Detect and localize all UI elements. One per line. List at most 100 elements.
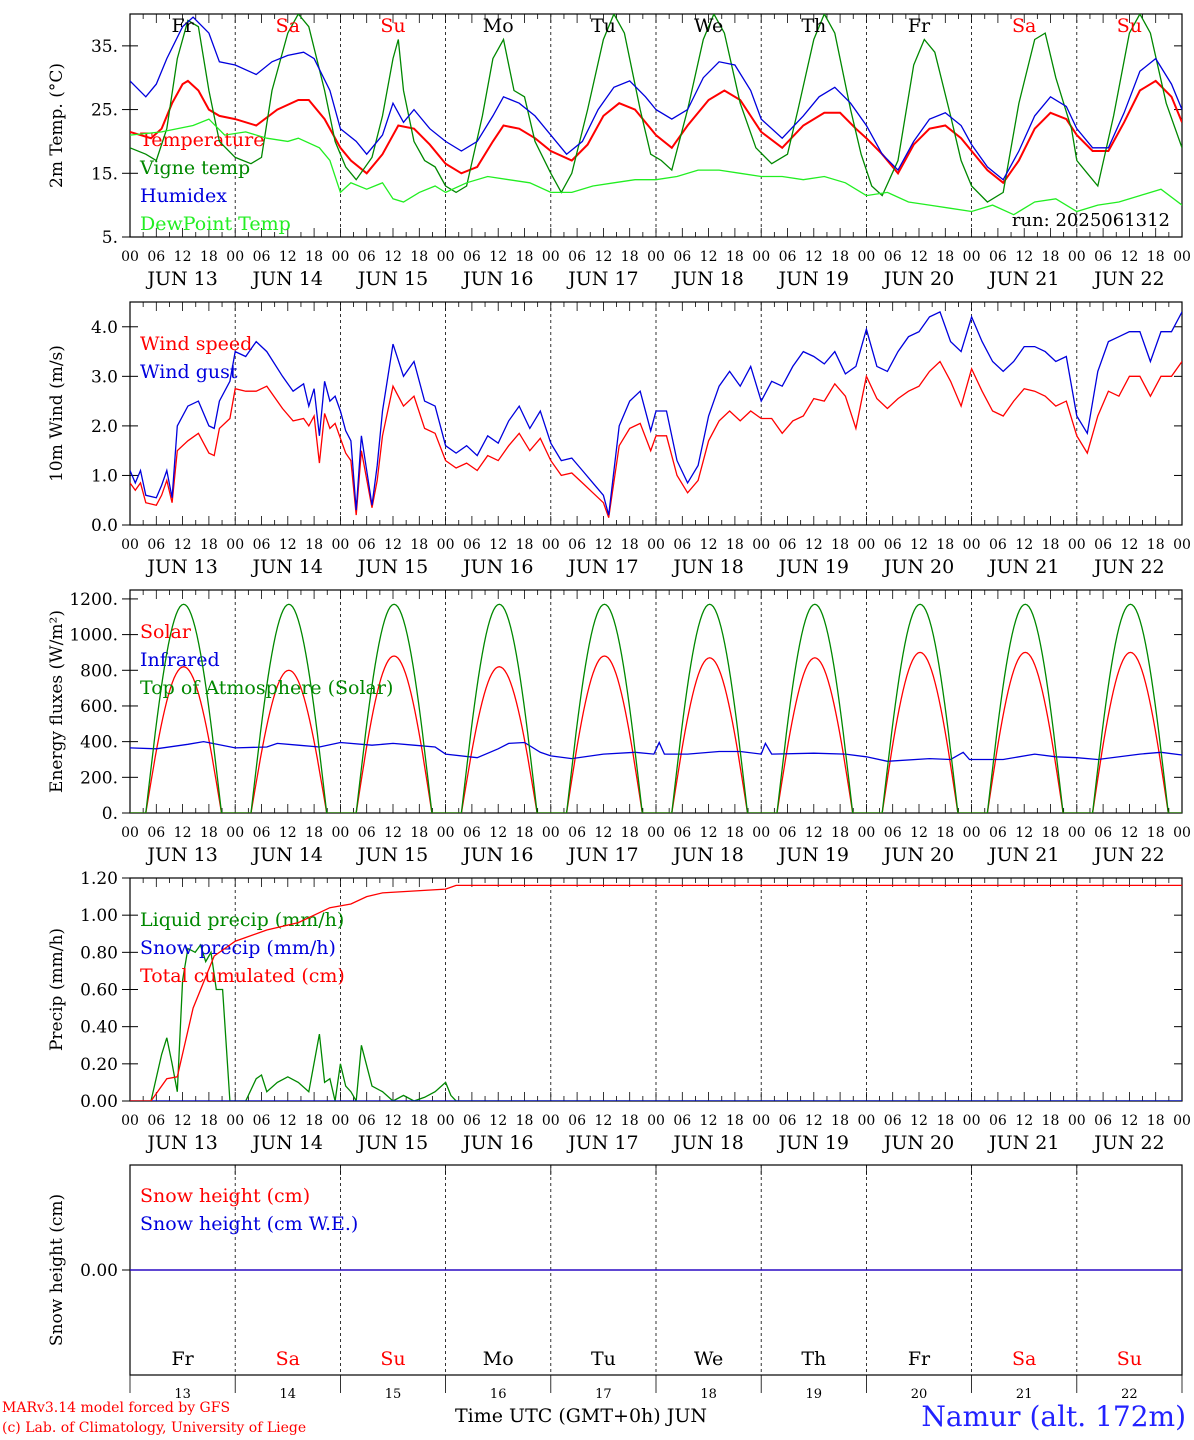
x-hour-label: 18: [305, 249, 323, 265]
x-hour-label: 12: [700, 537, 718, 553]
legend-entry: Liquid precip (mm/h): [140, 909, 344, 931]
legend-entry: Total cumulated (cm): [140, 965, 345, 987]
x-hour-label: 18: [200, 537, 218, 553]
x-hour-label: 12: [279, 249, 297, 265]
x-hour-label: 00: [542, 1113, 560, 1129]
x-hour-label: 12: [805, 249, 823, 265]
panel-5: 0.00 Snow height (cm) Snow height (cm) Snow…: [47, 1164, 1183, 1402]
x-hour-label: 12: [279, 825, 297, 841]
x-hour-label: 00: [857, 537, 875, 553]
weekday-label: Fr: [171, 1348, 194, 1370]
x-hour-label: 18: [726, 537, 744, 553]
x-date-label: JUN 14: [251, 1132, 323, 1154]
x-hour-label: 00: [752, 537, 770, 553]
weekday-label: Fr: [908, 1348, 931, 1370]
x-hour-label: 18: [621, 825, 639, 841]
y-tick-label: 25.: [91, 101, 118, 121]
weekday-label: Mo: [483, 15, 514, 37]
x-hour-label: 06: [568, 249, 586, 265]
x-hour-label: 06: [568, 537, 586, 553]
x-hour-label: 18: [936, 1113, 954, 1129]
x-date-label: JUN 16: [461, 268, 533, 290]
x-date-label: JUN 21: [987, 268, 1059, 290]
x-hour-label: 12: [910, 537, 928, 553]
x-date-label: JUN 20: [882, 1132, 954, 1154]
x-hour-label: 06: [989, 1113, 1007, 1129]
y-tick-label: 0.: [102, 804, 118, 824]
x-hour-label: 00: [1068, 537, 1086, 553]
y-tick-label: 800.: [80, 661, 118, 681]
x-hour-label: 00: [963, 825, 981, 841]
y-tick-label: 0.00: [80, 1261, 118, 1281]
x-hour-label: 18: [621, 249, 639, 265]
x-hour-label: 12: [910, 825, 928, 841]
x-hour-label: 00: [542, 537, 560, 553]
x-hour-label: 00: [226, 249, 244, 265]
day-number-label: 16: [490, 1387, 507, 1402]
y-tick-label: 1.00: [80, 906, 118, 926]
x-hour-label: 00: [437, 249, 455, 265]
x-date-label: JUN 21: [987, 556, 1059, 578]
x-hour-label: 06: [673, 249, 691, 265]
x-hour-label: 06: [253, 249, 271, 265]
series-line: [130, 79, 1182, 185]
y-tick-label: 0.0: [91, 516, 118, 536]
y-tick-label: 5.: [102, 228, 118, 248]
x-hour-label: 06: [1094, 537, 1112, 553]
x-date-label: JUN 17: [566, 844, 638, 866]
x-hour-label: 12: [489, 1113, 507, 1129]
x-hour-label: 12: [384, 825, 402, 841]
weekday-label: Th: [801, 15, 826, 37]
weekday-label: Su: [1117, 1348, 1142, 1370]
x-hour-label: 06: [253, 825, 271, 841]
x-date-label: JUN 14: [251, 268, 323, 290]
x-hour-label: 18: [831, 249, 849, 265]
x-hour-label: 00: [121, 249, 139, 265]
legend-entry: Infrared: [140, 649, 220, 671]
x-hour-label: 00: [121, 537, 139, 553]
x-hour-label: 06: [989, 249, 1007, 265]
x-date-label: JUN 19: [777, 844, 849, 866]
x-date-label: JUN 22: [1092, 1132, 1164, 1154]
weekday-label: Su: [380, 1348, 405, 1370]
x-hour-label: 06: [1094, 249, 1112, 265]
weekday-label: Su: [380, 15, 405, 37]
x-hour-label: 18: [1147, 537, 1165, 553]
x-hour-label: 06: [463, 825, 481, 841]
series-line: [130, 360, 1182, 518]
x-hour-label: 12: [594, 1113, 612, 1129]
y-axis-label: Precip (mm/h): [47, 928, 67, 1051]
x-date-label: JUN 13: [145, 1132, 217, 1154]
x-hour-label: 12: [1120, 1113, 1138, 1129]
x-date-label: JUN 18: [671, 844, 743, 866]
weekday-label: Fr: [908, 15, 931, 37]
x-hour-label: 12: [174, 825, 192, 841]
day-number-label: 19: [806, 1387, 823, 1402]
x-hour-label: 18: [831, 1113, 849, 1129]
x-hour-label: 00: [226, 537, 244, 553]
x-date-label: JUN 17: [566, 268, 638, 290]
station-label: Namur (alt. 172m): [921, 1400, 1186, 1433]
weekday-label: We: [694, 1348, 723, 1370]
x-date-label: JUN 19: [777, 556, 849, 578]
y-axis-label: Snow height (cm): [47, 1194, 67, 1346]
legend-entry: Snow height (cm): [140, 1185, 310, 1207]
x-hour-label: 00: [437, 537, 455, 553]
x-hour-label: 12: [910, 1113, 928, 1129]
legend-entry: Snow height (cm W.E.): [140, 1213, 358, 1235]
day-number-label: 15: [385, 1387, 402, 1402]
x-hour-label: 18: [936, 537, 954, 553]
x-hour-label: 00: [647, 537, 665, 553]
y-tick-label: 200.: [80, 768, 118, 788]
x-hour-label: 18: [305, 825, 323, 841]
x-hour-label: 06: [358, 1113, 376, 1129]
x-date-label: JUN 17: [566, 556, 638, 578]
x-date-label: JUN 13: [145, 844, 217, 866]
x-hour-label: 06: [358, 249, 376, 265]
x-hour-label: 06: [147, 537, 165, 553]
weekday-label: Sa: [1012, 15, 1036, 37]
x-hour-label: 00: [1068, 1113, 1086, 1129]
x-hour-label: 12: [384, 537, 402, 553]
x-hour-label: 12: [174, 1113, 192, 1129]
